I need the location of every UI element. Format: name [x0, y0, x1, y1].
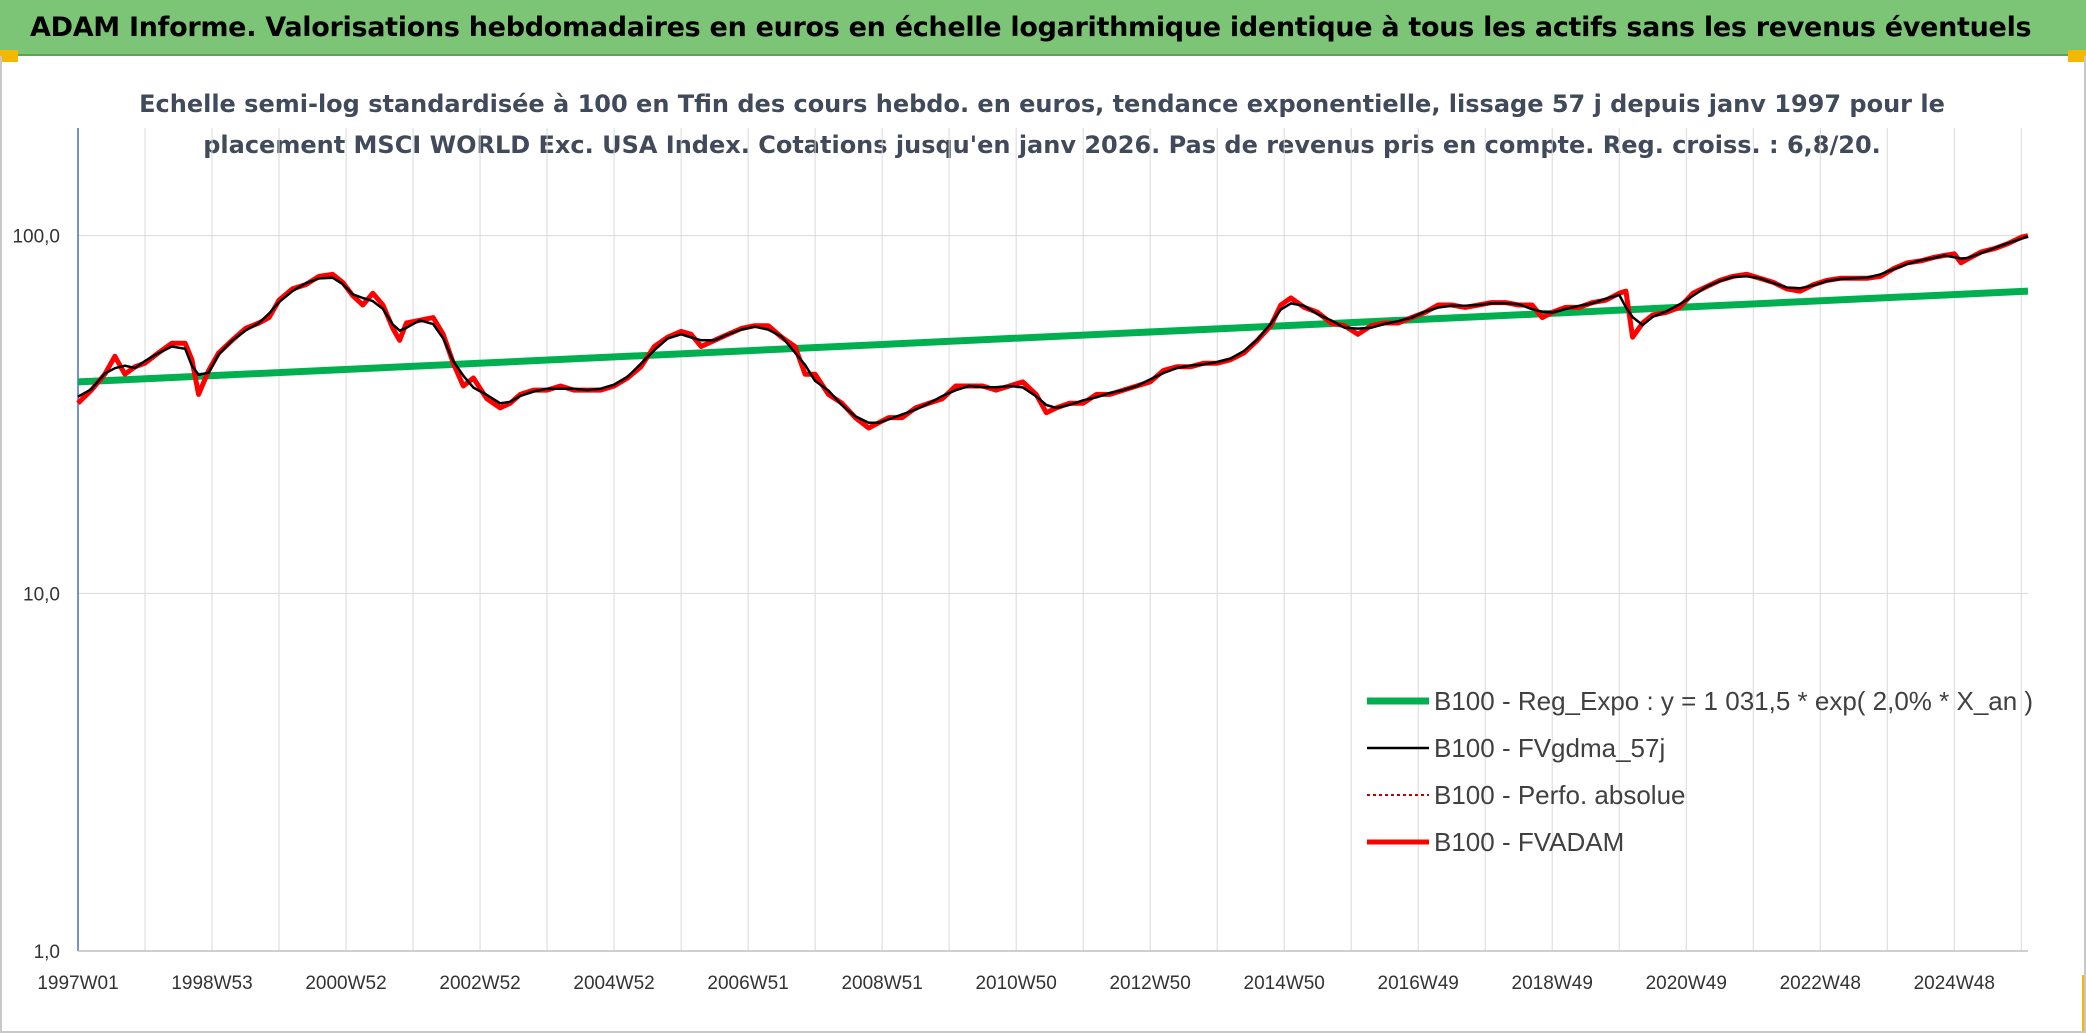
report-title: ADAM Informe. Valorisations hebdomadaire…: [30, 12, 2032, 43]
x-tick-label: 2014W50: [1244, 973, 1325, 994]
series-fvgdma-line: [77, 235, 2029, 424]
x-tick-label: 2004W52: [573, 973, 654, 994]
legend-label: B100 - Perfo. absolue: [1434, 780, 1686, 810]
x-tick-label: 2020W49: [1646, 973, 1727, 994]
x-tick-label: 2000W52: [305, 973, 386, 994]
corner-mark-left: [0, 50, 18, 62]
y-tick-label: 10,0: [23, 584, 60, 605]
y-tick-label: 1,0: [34, 942, 60, 963]
series-lines: [76, 233, 2029, 431]
x-tick-label: 2022W48: [1780, 973, 1861, 994]
x-tick-label: 1997W01: [37, 973, 118, 994]
x-tick-label: 2012W50: [1109, 973, 1190, 994]
grid-lines: [78, 128, 2028, 952]
legend-label: B100 - FVADAM: [1434, 827, 1624, 857]
axes: 1,0 10,0 100,0 1997W01 1998W53 2000W52 2002W52…: [12, 128, 2028, 994]
series-trend-line: [77, 287, 2029, 386]
x-tick-label: 2016W49: [1378, 973, 1459, 994]
y-tick-label: 100,0: [12, 227, 60, 248]
x-tick-label: 2002W52: [439, 973, 520, 994]
x-tick-label: 2006W51: [707, 973, 788, 994]
corner-mark-right: [2068, 50, 2086, 62]
report-banner: ADAM Informe. Valorisations hebdomadaire…: [0, 0, 2086, 56]
legend-label: B100 - FVgdma_57j: [1434, 733, 1665, 763]
x-tick-label: 2008W51: [841, 973, 922, 994]
x-tick-label: 2018W49: [1512, 973, 1593, 994]
series-fvadam-line: [76, 233, 2029, 431]
chart-subtitle-line1: Echelle semi-log standardisée à 100 en T…: [139, 90, 1945, 118]
chart-subtitle-line2: placement MSCI WORLD Exc. USA Index. Cot…: [203, 131, 1881, 159]
chart-frame: [0, 56, 2086, 1033]
x-tick-label: 1998W53: [171, 973, 252, 994]
legend-label: B100 - Reg_Expo : y = 1 031,5 * exp( 2,0…: [1434, 686, 2033, 716]
x-tick-label: 2024W48: [1914, 973, 1995, 994]
legend: B100 - Reg_Expo : y = 1 031,5 * exp( 2,0…: [1367, 686, 2033, 857]
x-tick-label: 2010W50: [975, 973, 1056, 994]
